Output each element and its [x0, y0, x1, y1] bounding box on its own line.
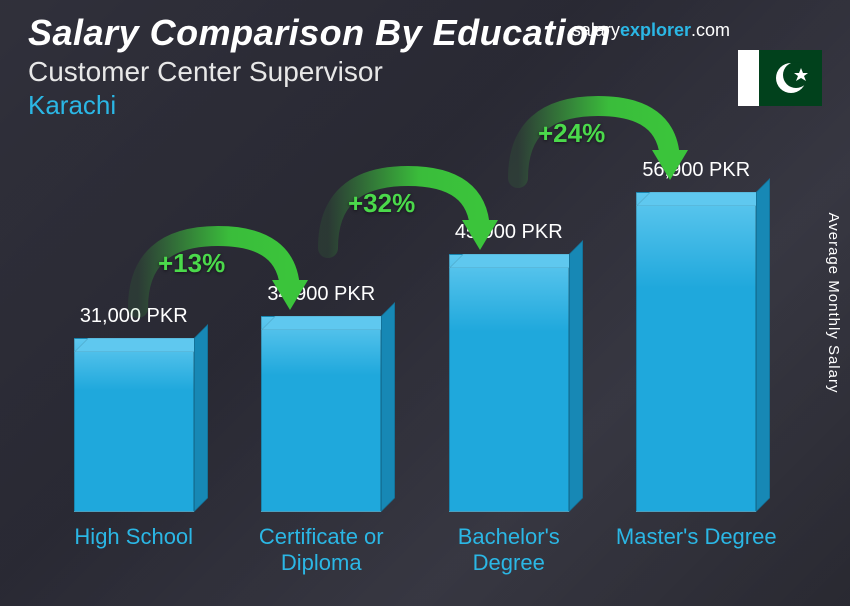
yaxis-label: Average Monthly Salary	[825, 213, 842, 394]
bar	[449, 254, 569, 512]
bar-side	[756, 178, 770, 512]
brand-logo: salaryexplorer.com	[572, 20, 730, 41]
location: Karachi	[28, 90, 822, 121]
subtitle: Customer Center Supervisor	[28, 56, 822, 88]
bar	[74, 338, 194, 512]
category-label: High School	[74, 524, 193, 576]
crescent-star-icon	[759, 50, 822, 106]
flag-pakistan	[738, 50, 822, 106]
bar-top	[74, 338, 208, 352]
increase-badge: +24%	[538, 118, 605, 149]
brand-accent: explorer	[620, 20, 691, 40]
brand-prefix: salary	[572, 20, 620, 40]
bar-side	[569, 240, 583, 512]
bar	[261, 316, 381, 512]
bar-front	[449, 254, 569, 512]
bar-front	[261, 316, 381, 512]
bar	[636, 192, 756, 512]
flag-field	[759, 50, 822, 106]
bar-front	[636, 192, 756, 512]
category-label: Master's Degree	[616, 524, 777, 576]
category-label: Certificate or Diploma	[231, 524, 411, 576]
bar-side	[381, 302, 395, 512]
flag-stripe	[738, 50, 759, 106]
bar-group: 56,900 PKRMaster's Degree	[606, 159, 786, 576]
brand-suffix: .com	[691, 20, 730, 40]
category-label: Bachelor's Degree	[419, 524, 599, 576]
bar-group: 31,000 PKRHigh School	[44, 305, 224, 576]
increase-badge: +13%	[158, 248, 225, 279]
bar-front	[74, 338, 194, 512]
increase-badge: +32%	[348, 188, 415, 219]
bar-side	[194, 324, 208, 512]
